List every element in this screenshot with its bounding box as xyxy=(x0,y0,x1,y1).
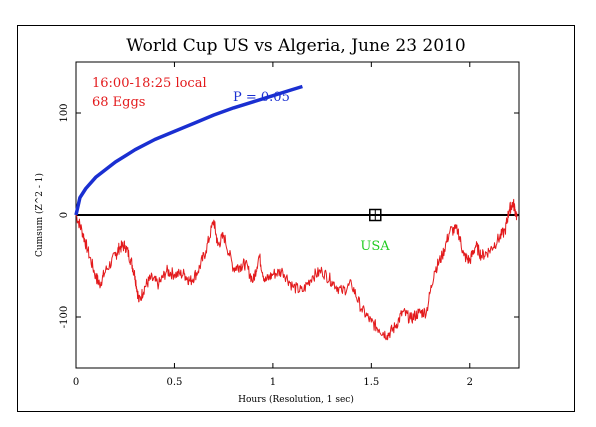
egg-count-annotation: 68 Eggs xyxy=(92,95,145,110)
x-tick-label: 0.5 xyxy=(166,377,182,388)
y-tick-label: 0 xyxy=(59,212,70,218)
x-tick-label: 1 xyxy=(270,377,276,388)
x-tick-label: 1.5 xyxy=(363,377,379,388)
x-tick-label: 0 xyxy=(73,377,79,388)
cumsum-trace xyxy=(75,198,518,341)
y-tick-label: 100 xyxy=(59,103,70,122)
x-tick-label: 2 xyxy=(467,377,473,388)
y-tick-label: -100 xyxy=(59,306,70,328)
y-axis-label: Cumsum (Z^2 - 1) xyxy=(34,173,45,257)
usa-label: USA xyxy=(360,239,390,254)
x-axis: 0 0.5 1 1.5 2 xyxy=(73,62,473,388)
significance-curve xyxy=(74,84,303,216)
series-layer xyxy=(74,84,518,341)
usa-marker xyxy=(369,208,382,222)
x-axis-label: Hours (Resolution, 1 sec) xyxy=(238,394,354,405)
p-value-label: P = 0.05 xyxy=(233,90,290,105)
chart-frame xyxy=(17,25,575,412)
time-range-annotation: 16:00-18:25 local xyxy=(92,76,207,91)
chart-title: World Cup US vs Algeria, June 23 2010 xyxy=(126,36,465,56)
